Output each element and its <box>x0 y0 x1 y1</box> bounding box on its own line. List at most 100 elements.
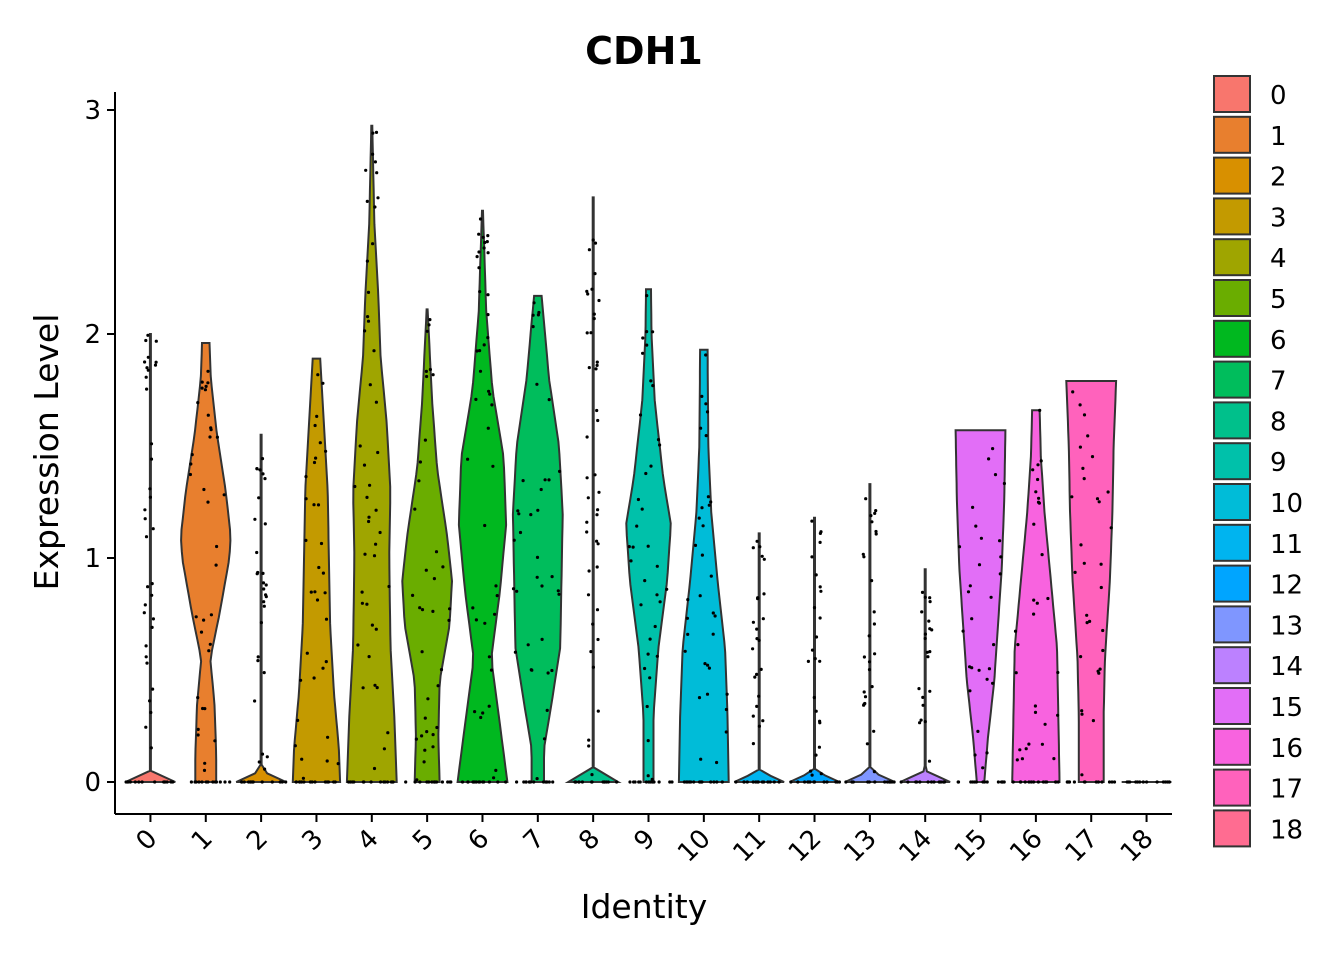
data-point <box>150 593 154 597</box>
data-point <box>592 317 596 321</box>
data-point <box>586 292 590 296</box>
data-point <box>704 353 708 357</box>
data-point <box>648 676 652 680</box>
data-point <box>367 655 371 659</box>
x-tick-label: 3 <box>296 824 329 857</box>
data-point <box>996 780 1001 784</box>
data-point <box>518 530 523 535</box>
legend-swatch-14 <box>1213 646 1251 685</box>
data-point <box>874 532 878 536</box>
x-tick-label: 15 <box>949 824 994 869</box>
data-point <box>724 730 728 734</box>
data-point <box>699 757 703 761</box>
violin-9 <box>625 288 672 783</box>
data-point <box>144 375 148 379</box>
data-point <box>222 493 226 497</box>
data-point <box>655 564 659 568</box>
data-point <box>665 587 669 591</box>
data-point <box>1013 629 1018 633</box>
data-point <box>423 716 427 720</box>
points-6 <box>460 217 508 784</box>
data-point <box>648 637 652 641</box>
x-tick-label: 6 <box>463 824 496 857</box>
data-point <box>1035 601 1039 605</box>
data-point <box>200 380 204 384</box>
data-point <box>1036 780 1040 784</box>
data-point <box>1040 553 1044 557</box>
x-tick-label: 7 <box>518 824 551 857</box>
violin-4 <box>345 124 398 783</box>
data-point <box>153 363 158 367</box>
data-point <box>313 423 317 428</box>
data-point <box>1023 780 1027 784</box>
data-point <box>432 577 436 581</box>
data-point <box>151 687 155 691</box>
data-point <box>822 780 826 784</box>
data-point <box>987 457 991 461</box>
data-point <box>862 703 866 707</box>
legend-label-6: 6 <box>1270 326 1287 356</box>
data-point <box>645 704 649 709</box>
violin-6 <box>456 209 509 783</box>
data-point <box>535 575 539 579</box>
violin-group-7 <box>511 294 564 784</box>
data-point <box>742 780 746 784</box>
data-point <box>645 330 649 334</box>
data-point <box>366 290 371 294</box>
data-point <box>595 363 599 367</box>
data-point <box>587 569 591 573</box>
data-point <box>321 381 325 385</box>
data-point <box>585 520 589 524</box>
data-point <box>926 655 930 659</box>
data-point <box>745 780 749 784</box>
data-point <box>313 590 317 594</box>
data-point <box>209 613 213 617</box>
data-point <box>223 780 227 784</box>
data-point <box>477 232 481 236</box>
data-point <box>758 545 762 549</box>
data-point <box>870 520 874 524</box>
data-point <box>1095 497 1100 501</box>
data-point <box>706 663 710 667</box>
data-point <box>434 550 439 554</box>
data-point <box>515 780 519 784</box>
data-point <box>585 331 589 335</box>
data-point <box>414 737 418 741</box>
data-point <box>513 650 518 654</box>
data-point <box>762 557 766 561</box>
data-point <box>862 555 866 559</box>
data-point <box>998 572 1002 576</box>
data-point <box>862 655 867 659</box>
violin-group-3 <box>291 357 342 784</box>
data-point <box>492 776 496 780</box>
data-point <box>872 770 877 774</box>
data-point <box>427 780 431 784</box>
data-point <box>918 721 922 725</box>
data-point <box>983 780 987 784</box>
data-point <box>755 672 759 677</box>
data-point <box>656 438 661 442</box>
data-point <box>371 131 375 135</box>
data-point <box>529 513 533 517</box>
data-point <box>478 217 483 221</box>
data-point <box>649 379 653 383</box>
data-point <box>260 457 265 461</box>
legend-label-12: 12 <box>1270 571 1303 601</box>
data-point <box>712 780 716 784</box>
data-point <box>1011 780 1015 784</box>
data-point <box>366 315 370 319</box>
data-point <box>367 515 371 519</box>
data-point <box>869 514 873 518</box>
data-point <box>531 325 535 329</box>
data-point <box>515 589 519 593</box>
legend-label-17: 17 <box>1270 775 1303 805</box>
data-point <box>556 589 560 593</box>
data-point <box>715 760 719 765</box>
data-point <box>1036 500 1041 504</box>
data-point <box>326 735 330 739</box>
data-point <box>587 248 592 252</box>
data-point <box>1033 710 1038 715</box>
data-point <box>296 718 300 723</box>
data-point <box>1032 780 1036 784</box>
data-point <box>486 313 490 317</box>
